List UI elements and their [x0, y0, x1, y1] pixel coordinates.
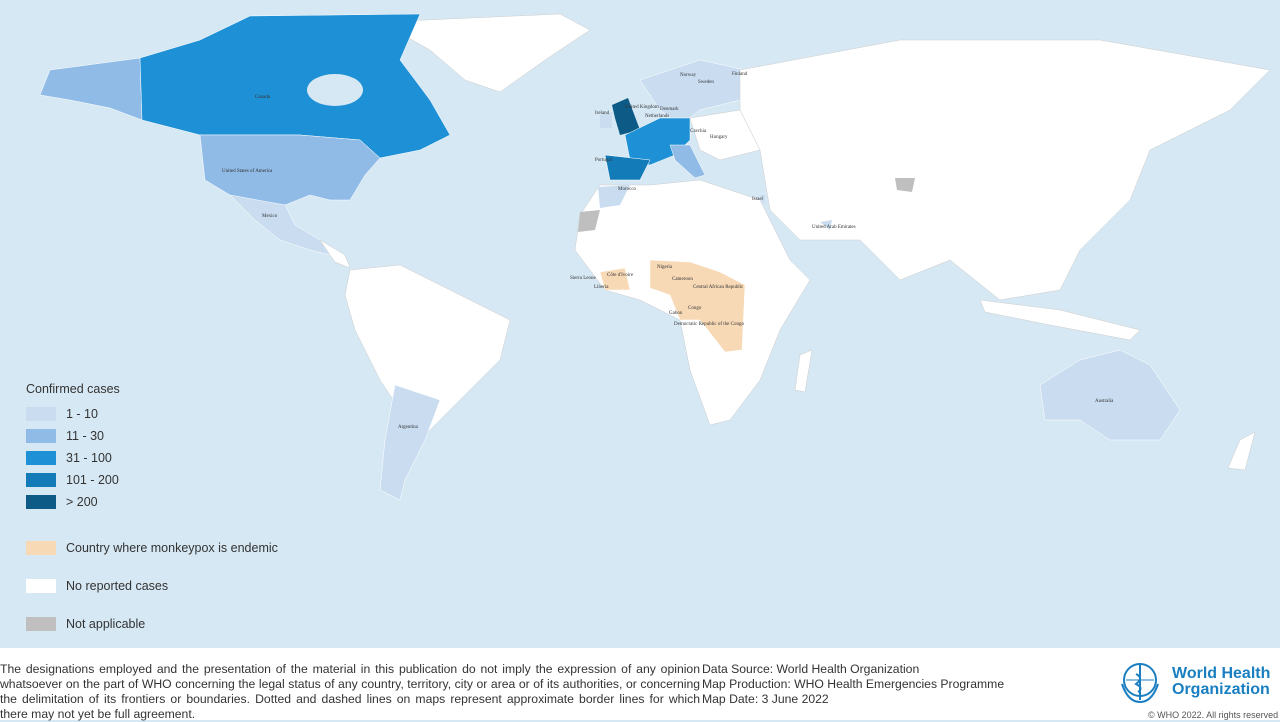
legend-swatch [26, 407, 56, 421]
label-netherlands: Netherlands [645, 114, 669, 119]
indonesia [979, 299, 1141, 341]
country-spain-portugal [604, 154, 651, 181]
legend-item: 31 - 100 [26, 447, 278, 469]
label-cote-divoire: Côte d'Ivoire [607, 273, 634, 278]
western-sahara-na [578, 210, 600, 232]
copyright: © WHO 2022. All rights reserved [1148, 710, 1279, 720]
kashmir-na [895, 178, 915, 192]
asia [739, 39, 1271, 301]
legend-label: No reported cases [66, 579, 169, 593]
label-finland: Finland [732, 72, 748, 77]
label-denmark: Denmark [660, 107, 679, 112]
label-nigeria: Nigeria [657, 265, 673, 270]
legend-label: Country where monkeypox is endemic [66, 541, 278, 555]
who-name-line2: Organization [1172, 681, 1270, 698]
map-date: Map Date: 3 June 2022 [702, 692, 829, 706]
label-uae: United Arab Emirates [812, 225, 856, 230]
world-map: Canada United States of America Mexico A… [39, 13, 1271, 501]
central-america [319, 239, 351, 269]
data-source: Data Source: World Health Organization [702, 662, 920, 676]
label-congo: Congo [688, 306, 702, 311]
who-logo: World Health Organization [1114, 658, 1270, 706]
south-america [344, 264, 511, 441]
legend-swatch [26, 541, 56, 555]
country-eastern-europe [689, 109, 761, 161]
legend-swatch [26, 579, 56, 593]
country-israel [760, 195, 765, 205]
label-hungary: Hungary [710, 135, 728, 140]
legend-item-none: No reported cases [26, 567, 278, 605]
legend-title: Confirmed cases [26, 382, 120, 396]
legend-swatch [26, 617, 56, 631]
label-mexico: Mexico [262, 214, 278, 219]
label-morocco: Morocco [618, 187, 637, 192]
disclaimer: The designations employed and the presen… [0, 662, 700, 721]
label-argentina: Argentina [398, 425, 419, 430]
madagascar [794, 349, 813, 393]
legend-item: 101 - 200 [26, 469, 278, 491]
footer: The designations employed and the presen… [0, 648, 1280, 721]
endemic-central-africa [649, 259, 746, 353]
label-liberia: Liberia [594, 285, 609, 290]
label-gabon: Gabon [669, 311, 683, 316]
country-argentina [379, 384, 441, 501]
label-drc: Democratic Republic of the Congo [674, 322, 744, 327]
label-australia: Australia [1095, 399, 1114, 404]
who-name-line1: World Health [1172, 665, 1271, 682]
legend-item-endemic: Country where monkeypox is endemic [26, 529, 278, 567]
legend-item: > 200 [26, 491, 278, 513]
country-ireland [600, 112, 612, 128]
legend-swatch [26, 429, 56, 443]
label-sierra-leone: Sierra Leone [570, 276, 596, 281]
label-usa: United States of America [222, 169, 273, 174]
legend-item: 11 - 30 [26, 425, 278, 447]
country-united-kingdom [612, 98, 640, 135]
country-italy [669, 144, 706, 179]
legend-label: > 200 [66, 495, 98, 509]
label-car: Central African Republic [693, 285, 744, 290]
country-morocco [598, 185, 630, 208]
hudson-bay [307, 74, 363, 106]
legend-swatch [26, 451, 56, 465]
map-credits: Data Source: World Health Organization M… [702, 662, 1004, 707]
label-ireland: Ireland [595, 111, 610, 116]
country-greenland [379, 13, 591, 93]
country-scandinavia [639, 59, 746, 126]
legend-label: 31 - 100 [66, 451, 112, 465]
label-czechia: Czechia [690, 129, 707, 134]
legend-swatch [26, 495, 56, 509]
legend-label: Not applicable [66, 617, 146, 631]
label-israel: Israel [752, 197, 764, 202]
map-production: Map Production: WHO Health Emergencies P… [702, 677, 1005, 691]
legend-swatch [26, 473, 56, 487]
label-cameroon: Cameroon [672, 277, 693, 282]
legend-item: 1 - 10 [26, 403, 278, 425]
country-australia [1039, 349, 1181, 441]
legend-label: 11 - 30 [66, 429, 104, 443]
label-uk: United Kingdom [625, 105, 659, 110]
label-norway: Norway [680, 73, 697, 78]
endemic-west-africa [599, 267, 631, 291]
label-portugal: Portugal [595, 158, 613, 163]
legend-label: 1 - 10 [66, 407, 98, 421]
legend-label: 101 - 200 [66, 473, 119, 487]
legend-item-na: Not applicable [26, 605, 278, 643]
map-legend: Confirmed cases 1 - 10 11 - 30 31 - 100 … [26, 382, 278, 643]
new-zealand [1227, 431, 1256, 471]
label-canada: Canada [255, 95, 271, 100]
who-emblem-icon [1121, 663, 1159, 704]
label-sweden: Sweden [698, 80, 714, 85]
country-uae [820, 220, 832, 230]
